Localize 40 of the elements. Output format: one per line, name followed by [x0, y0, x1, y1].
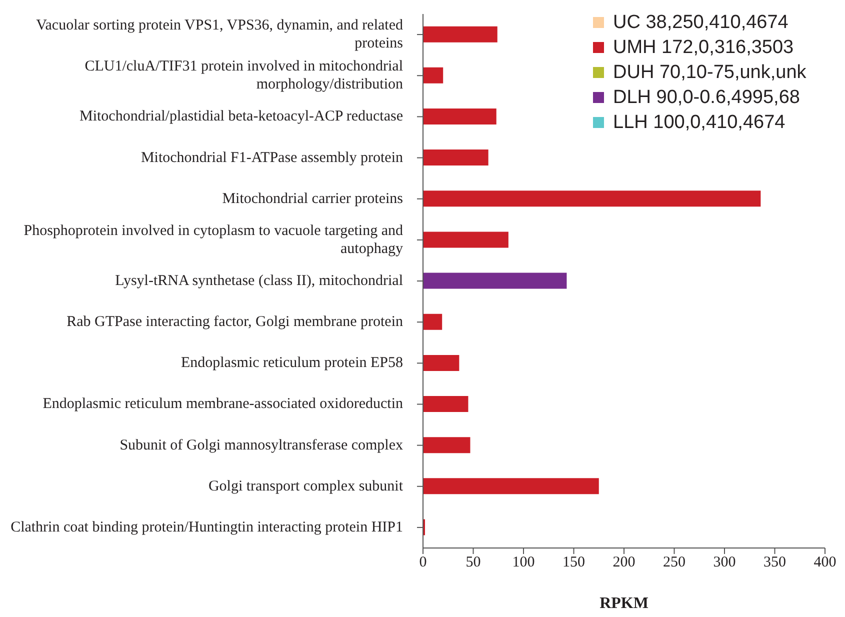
- y-tick-label: Rab GTPase interacting factor, Golgi membrane protein: [66, 314, 404, 330]
- y-tick-label: CLU1/cluA/TIF31 protein involved in mitochondrial morphology/distribution: [84, 58, 404, 93]
- legend-label: LLH 100,0,410,4674: [613, 111, 786, 135]
- x-axis-title: RPKM: [600, 595, 648, 612]
- bar: [423, 314, 442, 330]
- legend-label: UMH 172,0,316,3503: [613, 36, 794, 60]
- bar: [423, 108, 496, 124]
- bar: [423, 437, 470, 454]
- bar: [423, 354, 460, 371]
- y-tick-label: Clathrin coat binding protein/Huntingtin interacting protein HIP1: [10, 519, 403, 536]
- x-tick-label: 100: [512, 554, 535, 571]
- y-tick-label: Mitochondrial carrier proteins: [222, 190, 404, 207]
- y-tick-label: Lysyl-tRNA synthetase (class II), mitochondrial: [115, 273, 403, 289]
- x-tick-label: 350: [764, 554, 786, 571]
- x-tick-label: 150: [562, 554, 585, 571]
- x-tick-label: 0: [419, 554, 427, 571]
- legend-label: DLH 90,0-0.6,4995,68: [613, 86, 800, 110]
- x-tick-label: 250: [663, 554, 686, 571]
- bar: [423, 26, 498, 42]
- bar: [423, 478, 599, 494]
- bar: [423, 150, 488, 166]
- bar: [423, 396, 468, 412]
- x-tick-label: 50: [466, 554, 481, 571]
- bar: [423, 67, 444, 84]
- bar: [423, 190, 761, 207]
- y-tick-label: Mitochondrial/plastidial beta-ketoacyl-ACP reductase: [79, 108, 404, 125]
- y-tick-label: Mitochondrial F1-ATPase assembly protein: [140, 150, 404, 166]
- legend-label: DUH 70,10-75,unk,unk: [613, 61, 806, 85]
- x-tick-label: 400: [814, 554, 836, 571]
- bar: [423, 272, 567, 289]
- y-tick-label: Golgi transport complex subunit: [208, 478, 404, 494]
- bar: [423, 232, 508, 248]
- y-tick-label: Phosphoprotein involved in cytoplasm to vacuole targeting and autophagy: [24, 222, 404, 257]
- x-tick-label: 300: [713, 554, 736, 571]
- legend-label: UC 38,250,410,4674: [613, 11, 788, 35]
- y-tick-label: Endoplasmic reticulum membrane-associated oxidoreductin: [42, 396, 404, 412]
- x-tick-label: 200: [612, 554, 636, 571]
- y-tick-label: Endoplasmic reticulum protein EP58: [180, 355, 403, 372]
- y-tick-label: Vacuolar sorting protein VPS1, VPS36, dynamin, and related proteins: [36, 18, 404, 52]
- y-tick-label: Subunit of Golgi mannosyltransferase complex: [120, 437, 404, 454]
